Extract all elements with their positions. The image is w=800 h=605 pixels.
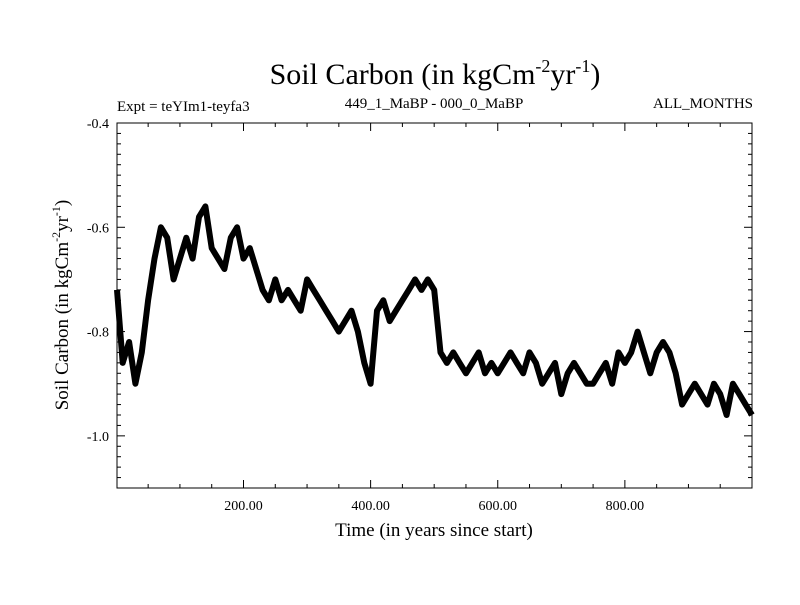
title-exponent-2: -1 <box>575 56 590 76</box>
x-axis-label: Time (in years since start) <box>335 520 533 541</box>
x-axis-ticks: 200.00 400.00 600.00 800.00 <box>147 123 721 514</box>
x-tick-label-3: 800.00 <box>606 499 645 514</box>
x-tick-label-2: 600.00 <box>478 499 517 514</box>
title-mid: yr <box>550 58 575 91</box>
y-label-mid: yr <box>52 215 73 232</box>
y-label-exponent-1: -2 <box>49 232 63 242</box>
title-exponent-1: -2 <box>535 56 550 76</box>
series-layer <box>114 203 755 418</box>
months-label: ALL_MONTHS <box>653 96 753 112</box>
title-main: Soil Carbon (in kgCm <box>270 58 536 91</box>
y-tick-label-2: -0.6 <box>87 221 109 236</box>
period-label: 449_1_MaBP - 000_0_MaBP <box>345 96 524 112</box>
y-tick-label-3: -0.4 <box>87 117 109 132</box>
y-tick-label-1: -0.8 <box>87 326 109 341</box>
expt-label: Expt = teYIm1-teyfa3 <box>117 99 250 115</box>
y-tick-label-0: -1.0 <box>87 430 109 445</box>
x-tick-label-1: 400.00 <box>351 499 390 514</box>
y-axis-label: Soil Carbon (in kgCm-2yr-1) <box>49 200 73 411</box>
chart-title: Soil Carbon (in kgCm-2yr-1) <box>270 56 601 91</box>
x-tick-label-0: 200.00 <box>224 499 263 514</box>
y-axis-ticks: -1.0 -0.8 -0.6 -0.4 <box>87 117 752 489</box>
title-end: ) <box>590 58 600 91</box>
y-label-main: Soil Carbon (in kgCm <box>52 242 73 411</box>
series-line-0 <box>114 203 755 418</box>
y-label-exponent-2: -1 <box>49 206 63 216</box>
y-label-end: ) <box>52 200 73 206</box>
